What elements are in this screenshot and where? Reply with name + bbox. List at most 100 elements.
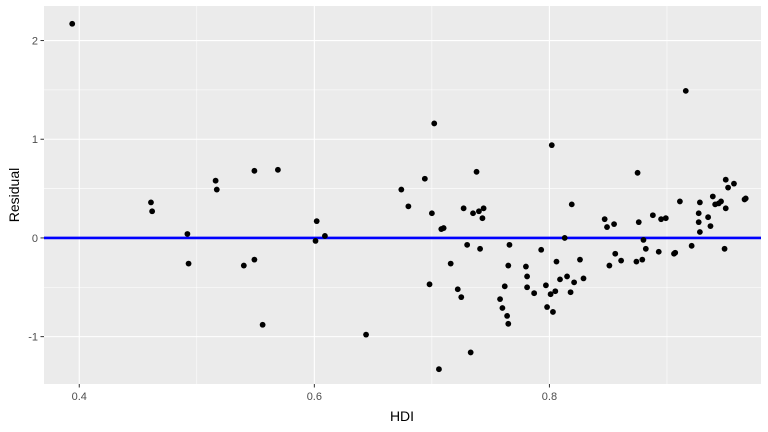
data-point [454,286,461,293]
data-point [742,195,749,202]
minor-gridlines [44,6,761,384]
data-point [464,241,471,248]
data-point [571,279,578,286]
data-point [606,262,613,269]
data-point [722,176,729,183]
data-point [499,305,506,311]
data-point [185,260,192,267]
data-point [505,262,512,269]
data-point [259,321,266,328]
data-point [640,237,647,243]
y-tick-label: 2 [32,36,38,48]
data-point [69,20,76,27]
data-point [476,208,482,215]
data-point [676,198,683,205]
data-point [682,87,689,94]
data-point [672,249,679,256]
data-point [212,177,219,184]
x-axis-title: HDI [390,408,414,424]
data-point [505,320,512,327]
data-point [458,294,465,301]
data-point [548,142,555,149]
data-point [557,276,563,283]
data-point [649,212,656,219]
data-point [635,219,642,226]
data-point [547,291,554,298]
data-point [467,349,474,356]
data-point [618,257,625,264]
data-point [524,284,530,291]
data-point [580,275,587,282]
data-point [552,288,559,295]
data-point [550,309,556,315]
data-point [421,175,428,182]
data-point [705,214,712,221]
x-tick-label: 0.8 [542,391,557,403]
data-point [709,193,716,200]
y-tick-label: -1 [28,332,38,344]
data-point [725,184,731,191]
data-point [567,289,574,296]
data-point [611,221,617,228]
data-point [473,168,480,175]
y-axis-title: Residual [6,168,22,222]
data-point [634,169,641,176]
data-point [721,245,728,252]
data-point [696,199,703,206]
data-point [695,210,702,217]
data-point [696,229,703,235]
data-point [662,215,669,222]
data-point [561,235,568,241]
data-point [363,331,369,338]
data-point [398,186,405,193]
data-point [275,166,281,173]
data-point [531,290,538,297]
data-point [460,205,467,212]
data-point [480,205,487,212]
data-point [543,282,549,289]
y-tick-label: 1 [32,134,38,146]
x-axis: 0.4 0.6 0.8 [72,384,557,403]
y-tick-label: 0 [32,233,38,245]
data-point [477,245,483,252]
x-tick-label: 0.4 [72,391,87,403]
data-point [612,250,619,257]
data-points [69,20,749,373]
data-point [501,283,508,290]
data-point [718,198,724,205]
x-tick-label: 0.6 [307,391,322,403]
data-point [538,246,545,253]
data-point [722,205,729,212]
data-point [440,225,447,231]
data-point [479,215,486,222]
data-point [313,218,320,225]
data-point [553,258,560,265]
data-point [523,263,529,270]
data-point [506,241,513,248]
data-point [633,258,640,265]
data-point [497,296,503,303]
data-point [426,281,433,288]
data-point [544,304,550,310]
data-point [436,366,442,373]
plot-panel [44,6,761,384]
data-point [601,216,608,223]
data-point [731,180,737,187]
data-point [405,203,412,210]
data-point [148,199,154,206]
data-point [470,210,476,217]
data-point [251,256,258,263]
data-point [504,313,511,319]
data-point [568,201,575,208]
data-point [149,208,156,215]
data-point [564,273,570,280]
data-point [251,167,258,174]
data-point [312,237,319,244]
data-point [655,248,662,255]
y-axis: -1 0 1 2 [28,36,44,344]
data-point [524,273,530,280]
data-point [431,120,438,127]
data-point [322,233,328,239]
data-point [604,224,610,230]
